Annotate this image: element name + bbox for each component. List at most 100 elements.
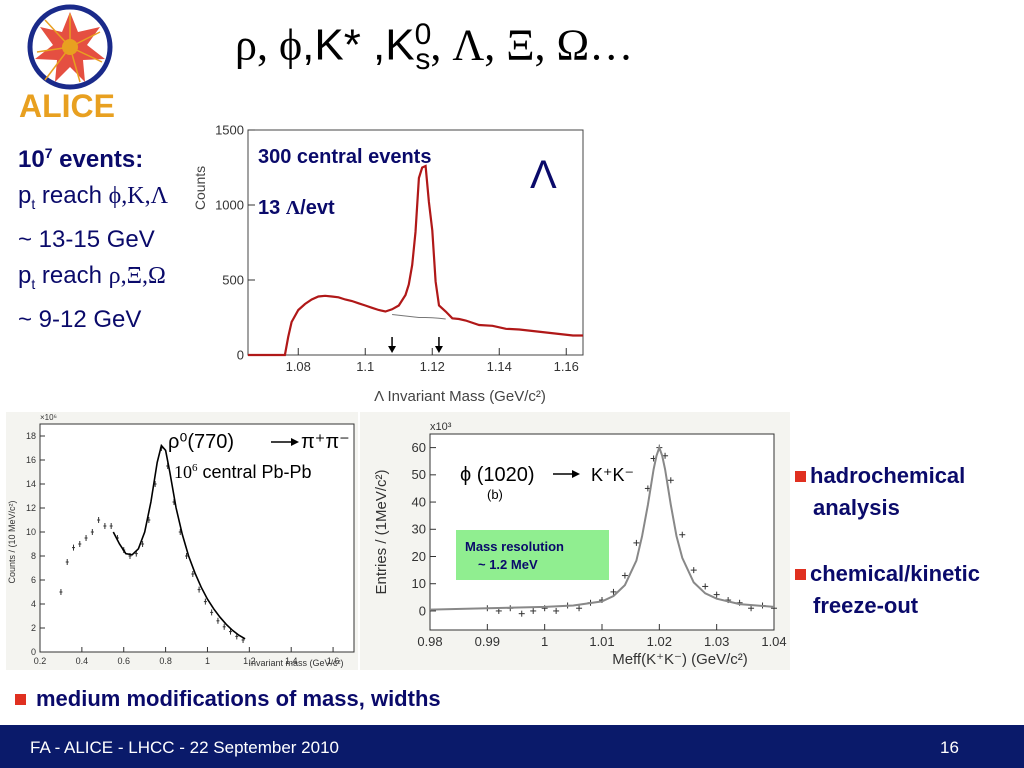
phi-xtick-label: 1.03 bbox=[704, 634, 729, 649]
phi-resolution-line1: Mass resolution bbox=[465, 539, 564, 554]
lambda-ytick-label: 1000 bbox=[215, 197, 244, 212]
lambda-ytick-label: 0 bbox=[237, 347, 244, 362]
bullet-hadrochemical-line1: hadrochemical bbox=[810, 463, 966, 488]
lambda-background-line bbox=[392, 314, 446, 320]
phi-ytick-label: 0 bbox=[419, 603, 426, 618]
phi-ytick-label: 40 bbox=[412, 494, 426, 509]
bullet-hadrochemical-line2: analysis bbox=[813, 495, 900, 520]
rho-ytick-label: 2 bbox=[31, 623, 36, 633]
phi-fit-curve bbox=[429, 444, 775, 611]
rho-xtick-label: 1.4 bbox=[285, 656, 298, 666]
rho-xtick-label: 1.6 bbox=[327, 656, 340, 666]
pt1-particles: ϕ,K,Λ bbox=[108, 183, 168, 209]
rho-sample-sup: 6 bbox=[192, 462, 198, 474]
rho-xtick-label: 0.4 bbox=[76, 656, 89, 666]
phi-ytick-label: 20 bbox=[412, 549, 426, 564]
rho-ytick-label: 4 bbox=[31, 599, 36, 609]
phi-ytick-label: 10 bbox=[412, 576, 426, 591]
phi-xtick-label: 0.99 bbox=[475, 634, 500, 649]
title-rho: ρ, bbox=[235, 20, 279, 70]
rho-annotation-particle: ρ⁰(770) bbox=[168, 431, 234, 453]
phi-panel-label: (b) bbox=[487, 487, 503, 502]
lambda-annotation-rate: 13 Λ/evt bbox=[258, 197, 335, 219]
bullet-freezeout: chemical/kinetic bbox=[795, 558, 1020, 590]
phi-resolution-line2: ~ 1.2 MeV bbox=[478, 557, 538, 572]
rho-ytick-label: 18 bbox=[26, 431, 36, 441]
title-zero-sup: 0 bbox=[414, 18, 432, 51]
alice-logo-text: ALICE bbox=[19, 88, 115, 122]
phi-decay-arrowhead bbox=[572, 470, 580, 478]
lambda-xtick-label: 1.14 bbox=[487, 359, 512, 374]
phi-resolution-box bbox=[456, 530, 609, 580]
rho-xtick-label: 0.6 bbox=[117, 656, 130, 666]
lambda-signal-line bbox=[248, 164, 583, 357]
events-line: 107 events: bbox=[18, 135, 238, 178]
rho-xtick-label: 1.2 bbox=[243, 656, 256, 666]
phi-ylabel: Entries / (1MeV/c²) bbox=[373, 469, 390, 594]
bullet-freezeout-line2: freeze-out bbox=[813, 593, 919, 618]
pt-reach-line-1: pt reach ϕ,K,Λ bbox=[18, 178, 238, 222]
range-line-1: ~ 13-15 GeV bbox=[18, 225, 155, 253]
lambda-xtick-label: 1.12 bbox=[420, 359, 445, 374]
phi-ytick-label: 50 bbox=[412, 467, 426, 482]
right-bullets: hadrochemical analysis chemical/kinetic … bbox=[795, 460, 1020, 622]
footer-text: FA - ALICE - LHCC - 22 September 2010 bbox=[30, 738, 339, 757]
lambda-symbol: Λ bbox=[530, 153, 557, 197]
rho-xtick-label: 0.2 bbox=[34, 656, 47, 666]
rho-ytick-label: 0 bbox=[31, 647, 36, 657]
bullet-freezeout-line1: chemical/kinetic bbox=[810, 561, 980, 586]
lambda-ytick-label: 1500 bbox=[215, 122, 244, 137]
rho-ytick-label: 6 bbox=[31, 575, 36, 585]
rho-annotation-sample: 106 central Pb-Pb bbox=[174, 462, 312, 482]
lambda-ytick-label: 500 bbox=[222, 272, 244, 287]
pt1-reach: reach bbox=[35, 182, 109, 209]
rho-ylabel: Counts / (10 MeV/c²) bbox=[7, 500, 17, 583]
title-rest: , Λ, Ξ, Ω… bbox=[430, 20, 634, 70]
phi-xtick-label: 1.02 bbox=[647, 634, 672, 649]
lambda-rate-num: 13 bbox=[258, 197, 286, 219]
lambda-xlabel: Λ Invariant Mass (GeV/c²) bbox=[374, 388, 546, 405]
rho-multiplier: ×10⁶ bbox=[40, 413, 57, 422]
lambda-window-arrowhead bbox=[388, 346, 397, 353]
events-base: 10 bbox=[18, 146, 45, 173]
rho-sample-tail: central Pb-Pb bbox=[198, 462, 312, 482]
rho-ytick-label: 14 bbox=[26, 479, 36, 489]
phi-annotation-decay: K⁺K⁻ bbox=[591, 465, 634, 485]
slide-number: 16 bbox=[940, 738, 959, 757]
phi-xtick-label: 0.98 bbox=[417, 634, 442, 649]
phi-xtick-label: 1 bbox=[541, 634, 548, 649]
pt2-reach: reach bbox=[35, 261, 109, 289]
alice-logo-graphic: ALICE bbox=[19, 4, 115, 124]
phi-xtick-label: 1.04 bbox=[761, 634, 786, 649]
bullet-hadrochemical: hadrochemical bbox=[795, 460, 1020, 492]
left-text-block: 107 events: pt reach ϕ,K,Λ ~ 13-15 GeV p… bbox=[18, 135, 238, 338]
rho-ytick-label: 8 bbox=[31, 551, 36, 561]
lambda-rate-tail: /evt bbox=[300, 197, 335, 219]
bullet-square-1 bbox=[795, 471, 806, 482]
rho-mass-chart: 0 2 4 6 8 10 12 14 16 18 0.2 0.4 0.6 0.8 1 1.2 1.4 1.6 ×… bbox=[6, 412, 358, 670]
bullet-square-2 bbox=[795, 569, 806, 580]
rho-ytick-label: 12 bbox=[26, 503, 36, 513]
rho-plot-frame bbox=[39, 423, 355, 653]
alice-logo: ALICE bbox=[5, 2, 130, 124]
events-tail: events: bbox=[52, 146, 144, 173]
lambda-ylabel: Counts bbox=[192, 166, 208, 210]
lambda-xtick-label: 1.1 bbox=[356, 359, 374, 374]
phi-ytick-label: 30 bbox=[412, 522, 426, 537]
phi-ytick-label: 60 bbox=[412, 440, 426, 455]
phi-multiplier: x10³ bbox=[430, 421, 452, 433]
phi-xlabel: Meff(K⁺K⁻) (GeV/c²) bbox=[612, 651, 748, 668]
bullet-square-3 bbox=[15, 694, 26, 705]
events-sup: 7 bbox=[44, 145, 53, 161]
bottom-bullet: medium modifications of mass, widths bbox=[15, 686, 441, 712]
title-s-sub: s bbox=[415, 43, 431, 77]
rho-decay-arrowhead bbox=[291, 438, 299, 446]
footer-bar bbox=[0, 725, 1024, 768]
pt2-particles: ρ,Ξ,Ω bbox=[108, 262, 166, 289]
pt2-sub: t bbox=[31, 275, 36, 292]
rho-xtick-label: 1 bbox=[205, 656, 210, 666]
phi-xtick-label: 1.01 bbox=[589, 634, 614, 649]
rho-ytick-label: 16 bbox=[26, 455, 36, 465]
